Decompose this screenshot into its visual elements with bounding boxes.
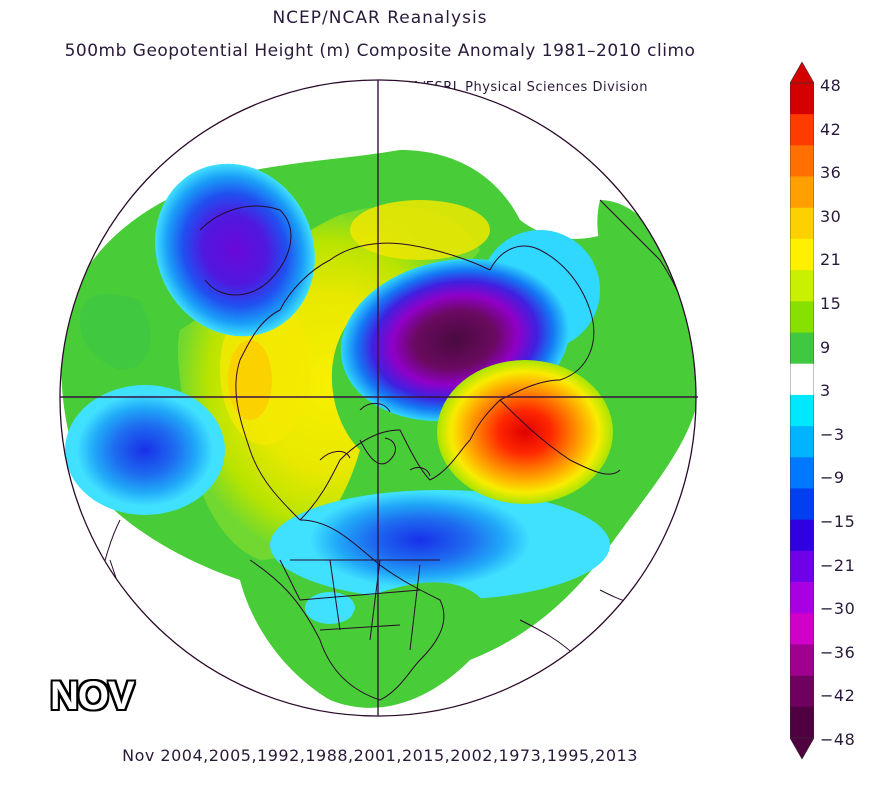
colorbar-cell bbox=[790, 706, 814, 739]
colorbar bbox=[790, 62, 814, 760]
colorbar-tick-label: −36 bbox=[820, 642, 856, 662]
colorbar-tick-label: 36 bbox=[820, 163, 842, 183]
anomaly-field bbox=[60, 80, 696, 716]
colorbar-tick-label: −42 bbox=[820, 686, 856, 706]
colorbar-cell bbox=[790, 207, 814, 240]
colorbar-tick-label: 30 bbox=[820, 206, 842, 226]
colorbar-cell bbox=[790, 301, 814, 333]
colorbar-cell bbox=[790, 457, 814, 489]
colorbar-cell bbox=[790, 550, 814, 583]
colorbar-cell bbox=[790, 613, 814, 645]
colorbar-tick-label: −48 bbox=[820, 730, 856, 749]
colorbar-cell bbox=[790, 519, 814, 552]
colorbar-tick-label: 3 bbox=[820, 381, 831, 401]
colorbar-tick-label: −3 bbox=[820, 424, 845, 444]
month-label: NOV bbox=[50, 674, 135, 718]
map-subtitle: 500mb Geopotential Height (m) Composite … bbox=[64, 41, 696, 61]
colorbar-tick-label: 42 bbox=[820, 119, 842, 139]
colorbar-cell bbox=[790, 238, 814, 271]
colorbar-cell bbox=[790, 145, 814, 177]
colorbar-cell bbox=[790, 582, 814, 614]
colorbar-cell bbox=[790, 644, 814, 676]
colorbar-cell bbox=[790, 426, 814, 458]
colorbar-tick-label: 9 bbox=[820, 337, 831, 357]
years-caption: Nov 2004,2005,1992,1988,2001,2015,2002,1… bbox=[122, 746, 638, 765]
colorbar-cell bbox=[790, 363, 814, 396]
colorbar-cell bbox=[790, 114, 814, 146]
colorbar-cell bbox=[790, 394, 814, 427]
colorbar-tick-label: −15 bbox=[820, 512, 856, 531]
colorbar-tick-label: 15 bbox=[820, 294, 842, 313]
colorbar-cell bbox=[790, 270, 814, 302]
colorbar-top-arrow bbox=[790, 62, 814, 84]
coastlines bbox=[99, 199, 696, 701]
colorbar-tick-label: −9 bbox=[820, 468, 845, 488]
colorbar-tick-label: −21 bbox=[820, 555, 856, 575]
colorbar-cell bbox=[790, 488, 814, 520]
colorbar-tick-label: 48 bbox=[820, 76, 842, 95]
map-title: NCEP/NCAR Reanalysis bbox=[272, 8, 488, 28]
colorbar-cell bbox=[790, 675, 814, 708]
colorbar-cell bbox=[790, 176, 814, 209]
colorbar-bottom-arrow bbox=[790, 737, 814, 760]
colorbar-tick-label: −30 bbox=[820, 599, 856, 619]
colorbar-cell bbox=[790, 83, 814, 115]
colorbar-tick-label: 21 bbox=[820, 250, 842, 270]
colorbar-cell bbox=[790, 332, 814, 365]
